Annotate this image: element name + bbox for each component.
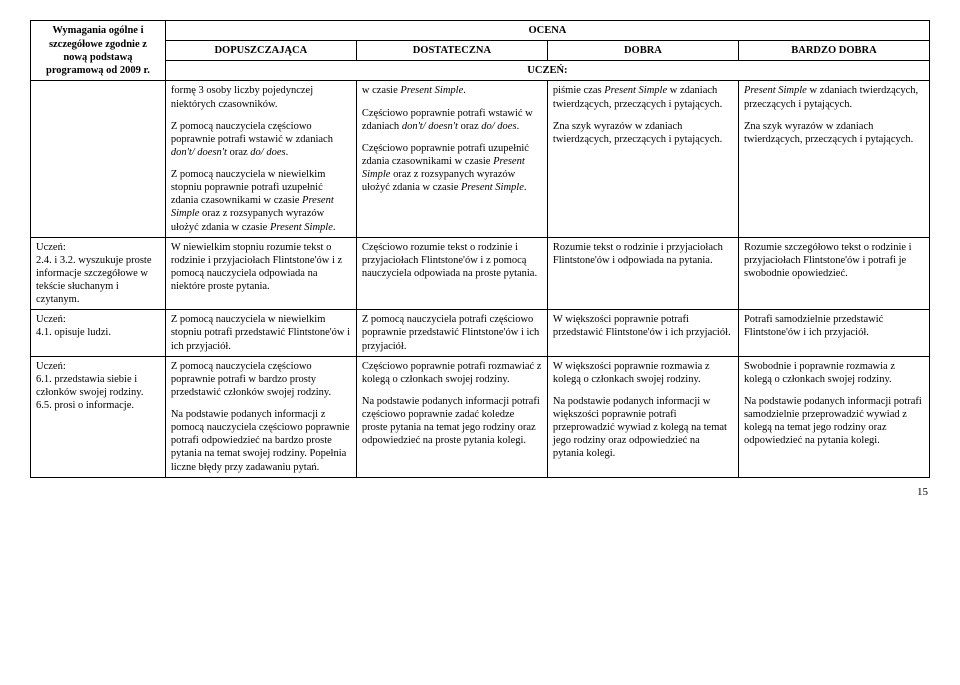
grade-content-cell: Potrafi samodzielnie przedstawić Flintst… (738, 310, 929, 356)
table-row: Uczeń:4.1. opisuje ludzi.Z pomocą nauczy… (31, 310, 930, 356)
content-paragraph: Na podstawie podanych informacji z pomoc… (171, 408, 351, 474)
content-paragraph: piśmie czas Present Simple w zdaniach tw… (553, 84, 733, 110)
grade-dostateczna: DOSTATECZNA (356, 41, 547, 61)
grade-content-cell: Częściowo poprawnie potrafi rozmawiać z … (356, 356, 547, 477)
grade-content-cell: Present Simple w zdaniach twierdzących, … (738, 81, 929, 237)
table-row: Uczeń:6.1. przedstawia siebie i członków… (31, 356, 930, 477)
grade-dopuszczajaca: DOPUSZCZAJĄCA (165, 41, 356, 61)
content-paragraph: Z pomocą nauczyciela w niewielkim stopni… (171, 168, 351, 234)
content-paragraph: Swobodnie i poprawnie rozmawia z kolegą … (744, 360, 924, 386)
requirement-cell: Uczeń:6.1. przedstawia siebie i członków… (31, 356, 166, 477)
grade-content-cell: W większości poprawnie potrafi przedstaw… (547, 310, 738, 356)
grade-content-cell: Częściowo rozumie tekst o rodzinie i prz… (356, 237, 547, 310)
content-paragraph: Częściowo rozumie tekst o rodzinie i prz… (362, 241, 542, 280)
header-uczen: UCZEŃ: (165, 61, 929, 81)
grade-content-cell: Z pomocą nauczyciela częściowo poprawnie… (165, 356, 356, 477)
grade-dobra: DOBRA (547, 41, 738, 61)
content-paragraph: Present Simple w zdaniach twierdzących, … (744, 84, 924, 110)
grade-content-cell: piśmie czas Present Simple w zdaniach tw… (547, 81, 738, 237)
requirement-cell: Uczeń:2.4. i 3.2. wyszukuje proste infor… (31, 237, 166, 310)
table-row: formę 3 osoby liczby pojedynczej niektór… (31, 81, 930, 237)
header-ocena: OCENA (165, 21, 929, 41)
grade-content-cell: Rozumie tekst o rodzinie i przyjaciołach… (547, 237, 738, 310)
content-paragraph: W większości poprawnie potrafi przedstaw… (553, 313, 733, 339)
grade-bardzo-dobra: BARDZO DOBRA (738, 41, 929, 61)
content-paragraph: Z pomocą nauczyciela częściowo poprawnie… (171, 360, 351, 399)
content-paragraph: Częściowo poprawnie potrafi wstawić w zd… (362, 107, 542, 133)
content-paragraph: Zna szyk wyrazów w zdaniach twierdzących… (553, 120, 733, 146)
content-paragraph: Na podstawie podanych informacji potrafi… (362, 395, 542, 448)
header-row-uczen: UCZEŃ: (31, 61, 930, 81)
header-row-grades: DOPUSZCZAJĄCA DOSTATECZNA DOBRA BARDZO D… (31, 41, 930, 61)
grade-content-cell: W niewielkim stopniu rozumie tekst o rod… (165, 237, 356, 310)
content-paragraph: Potrafi samodzielnie przedstawić Flintst… (744, 313, 924, 339)
header-row-1: Wymagania ogólne i szczegółowe zgodnie z… (31, 21, 930, 41)
requirement-cell (31, 81, 166, 237)
assessment-table: Wymagania ogólne i szczegółowe zgodnie z… (30, 20, 930, 478)
content-paragraph: Z pomocą nauczyciela w niewielkim stopni… (171, 313, 351, 352)
table-row: Uczeń:2.4. i 3.2. wyszukuje proste infor… (31, 237, 930, 310)
content-paragraph: Zna szyk wyrazów w zdaniach twierdzących… (744, 120, 924, 146)
page-number: 15 (30, 486, 930, 498)
content-paragraph: Rozumie tekst o rodzinie i przyjaciołach… (553, 241, 733, 267)
content-paragraph: Z pomocą nauczyciela potrafi częściowo p… (362, 313, 542, 352)
grade-content-cell: formę 3 osoby liczby pojedynczej niektór… (165, 81, 356, 237)
content-paragraph: Częściowo poprawnie potrafi rozmawiać z … (362, 360, 542, 386)
header-requirements: Wymagania ogólne i szczegółowe zgodnie z… (31, 21, 166, 81)
grade-content-cell: Z pomocą nauczyciela potrafi częściowo p… (356, 310, 547, 356)
grade-content-cell: w czasie Present Simple. Częściowo popraw… (356, 81, 547, 237)
content-paragraph: w czasie Present Simple. (362, 84, 542, 97)
content-paragraph: Z pomocą nauczyciela częściowo poprawnie… (171, 120, 351, 159)
content-paragraph: Rozumie szczegółowo tekst o rodzinie i p… (744, 241, 924, 280)
grade-content-cell: W większości poprawnie rozmawia z kolegą… (547, 356, 738, 477)
content-paragraph: Na podstawie podanych informacji potrafi… (744, 395, 924, 448)
grade-content-cell: Swobodnie i poprawnie rozmawia z kolegą … (738, 356, 929, 477)
content-paragraph: W większości poprawnie rozmawia z kolegą… (553, 360, 733, 386)
content-paragraph: formę 3 osoby liczby pojedynczej niektór… (171, 84, 351, 110)
grade-content-cell: Z pomocą nauczyciela w niewielkim stopni… (165, 310, 356, 356)
content-paragraph: Częściowo poprawnie potrafi uzupełnić zd… (362, 142, 542, 195)
requirement-cell: Uczeń:4.1. opisuje ludzi. (31, 310, 166, 356)
content-paragraph: W niewielkim stopniu rozumie tekst o rod… (171, 241, 351, 294)
grade-content-cell: Rozumie szczegółowo tekst o rodzinie i p… (738, 237, 929, 310)
content-paragraph: Na podstawie podanych informacji w więks… (553, 395, 733, 461)
